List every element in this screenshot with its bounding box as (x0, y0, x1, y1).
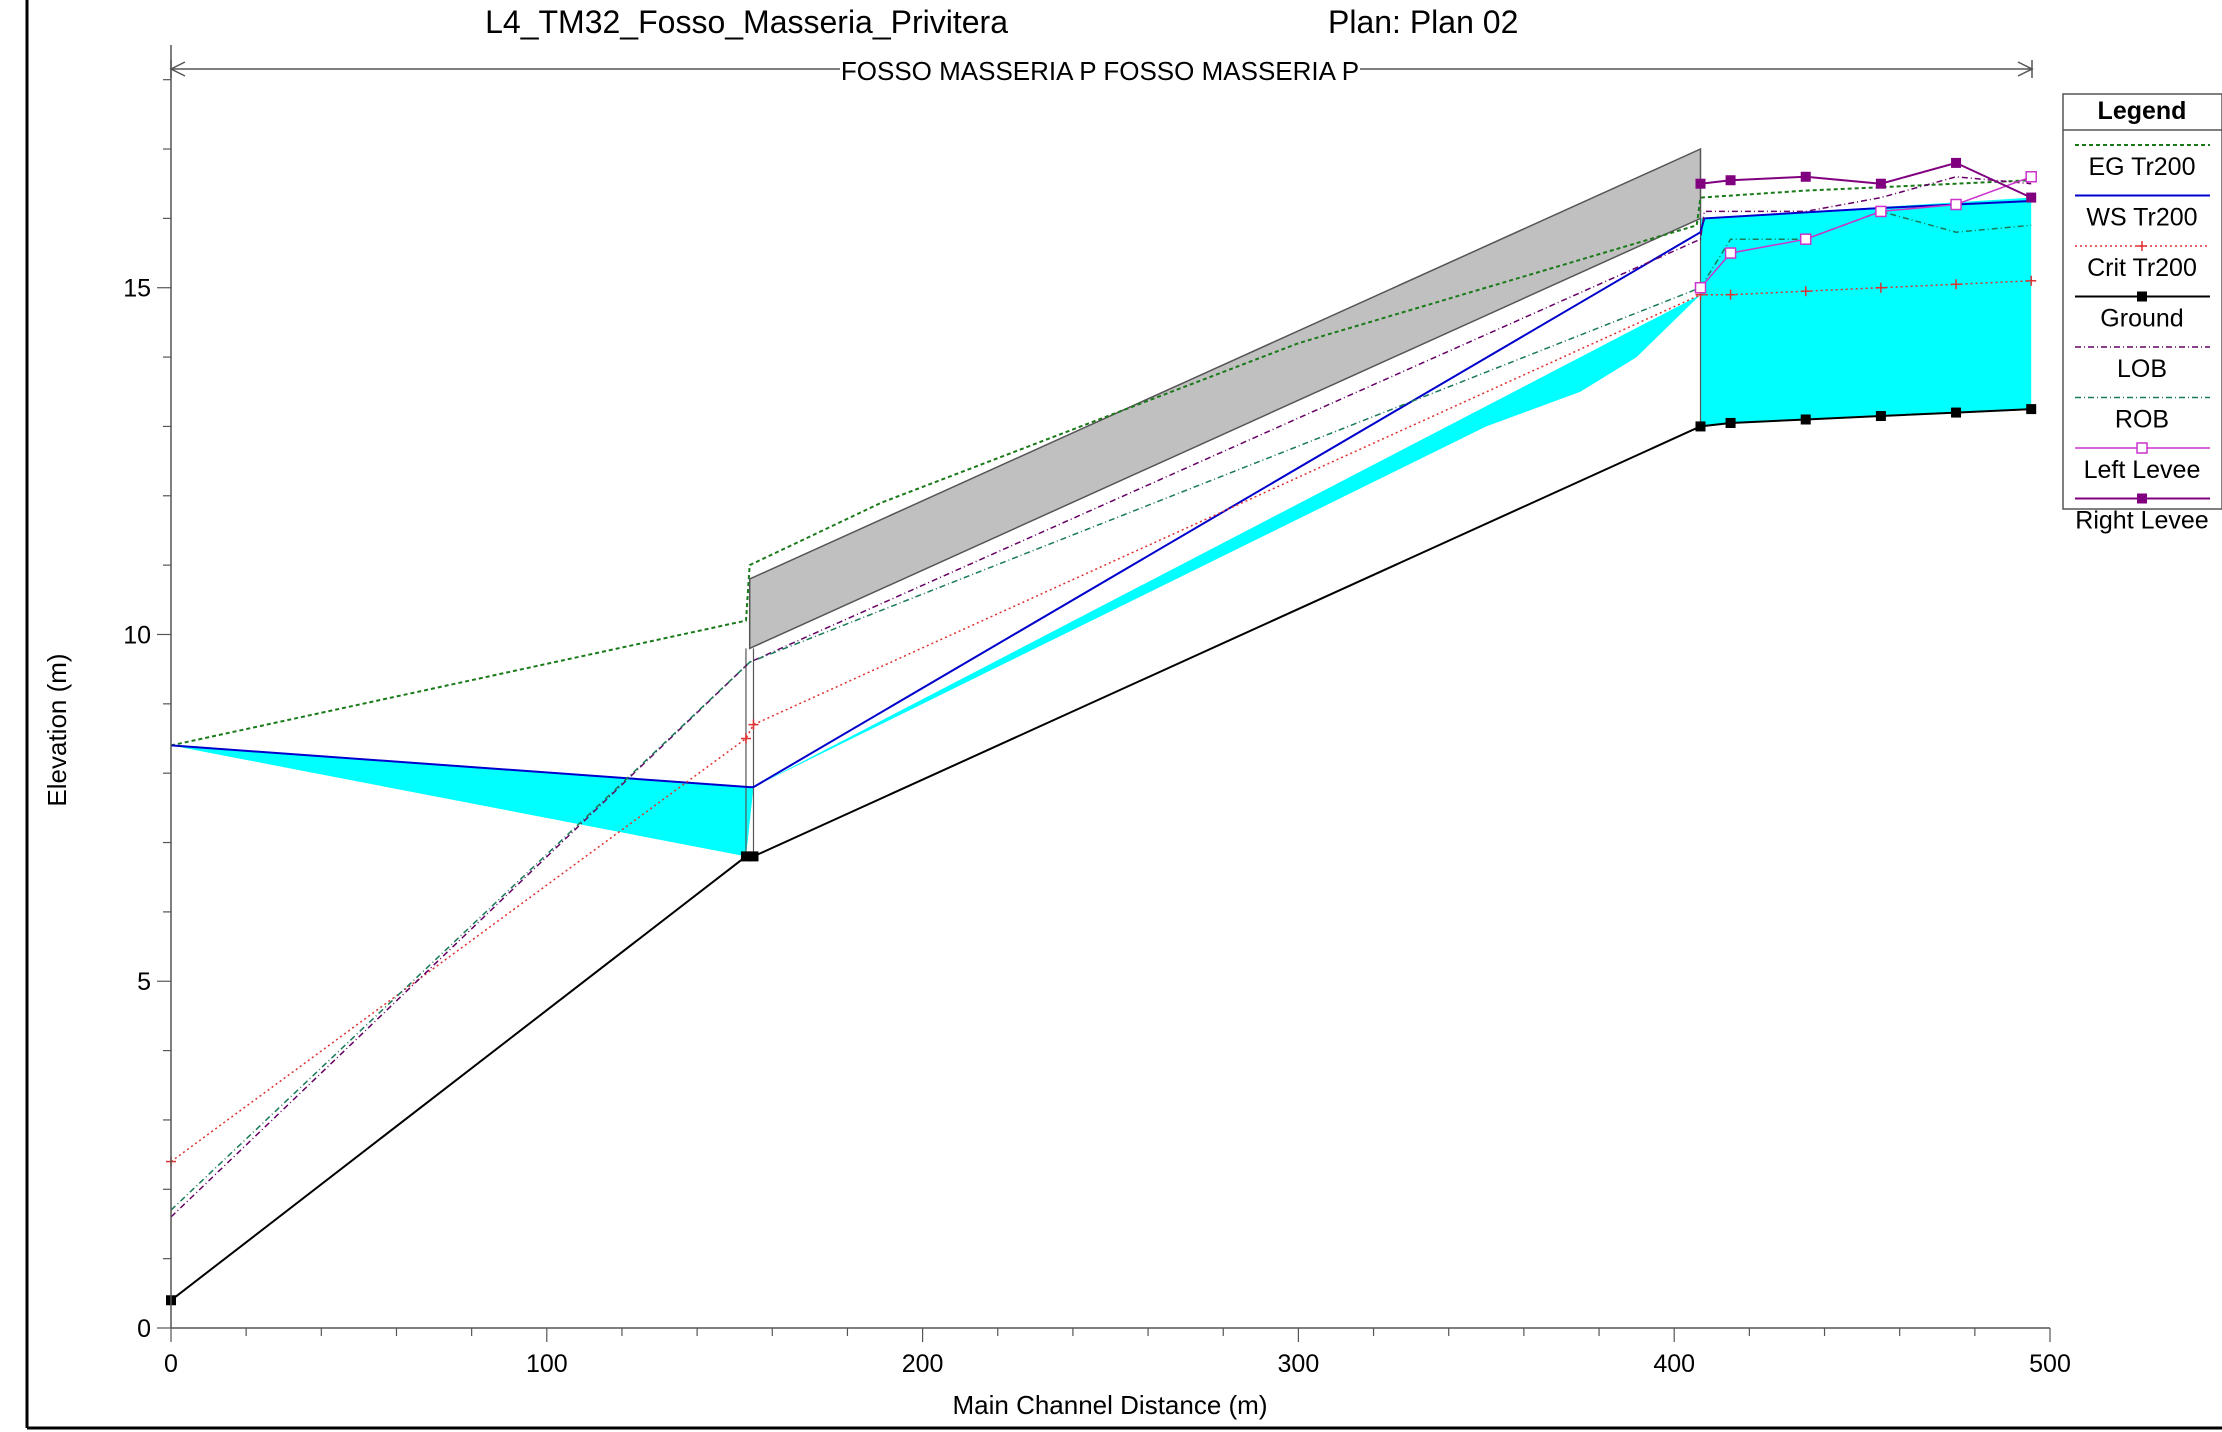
legend-label-lob: LOB (2117, 355, 2167, 383)
chart-plan: Plan: Plan 02 (1328, 4, 1518, 40)
y-tick-label: 15 (123, 275, 151, 303)
legend-marker-right-levee (2137, 493, 2147, 504)
series-lob (170, 176, 2032, 1218)
legend-marker-crit-tr200 (2137, 241, 2147, 251)
point-crit-tr200 (1875, 282, 1886, 293)
legend-marker-left-levee (2136, 442, 2148, 454)
series-eg-tr200 (170, 179, 2032, 747)
point-crit-tr200 (740, 733, 751, 744)
legend-label-right-levee: Right Levee (2075, 507, 2208, 535)
series-crit-tr200 (170, 280, 2032, 1163)
axes: 0 100 200 300 400 500 0 5 10 15 (123, 45, 2071, 1378)
point-right-levee (1800, 171, 1811, 182)
point-ground (1800, 414, 1811, 425)
reach-label: FOSSO MASSERIA P FOSSO MASSERIA P (841, 56, 1359, 86)
point-ground (748, 851, 759, 862)
point-crit-tr200 (1725, 289, 1736, 300)
water-area (171, 197, 2032, 857)
chart-title: L4_TM32_Fosso_Masseria_Privitera (485, 4, 1008, 40)
y-tick-label: 5 (137, 968, 151, 996)
point-right-levee (1695, 178, 1706, 189)
legend-label-ground: Ground (2100, 305, 2183, 333)
y-tick-label: 0 (137, 1315, 151, 1343)
y-axis-label: Elevation (m) (42, 653, 72, 806)
series-rob (170, 210, 2032, 1211)
point-left-levee (1950, 198, 1962, 211)
x-tick-label: 200 (902, 1350, 944, 1378)
legend-label-ws-tr200: WS Tr200 (2086, 204, 2197, 232)
point-right-levee (1875, 178, 1886, 189)
point-ground (2026, 404, 2037, 415)
legend-label-rob: ROB (2115, 406, 2169, 434)
point-left-levee (1799, 233, 1812, 245)
point-right-levee (1725, 175, 1736, 186)
point-crit-tr200 (1800, 286, 1811, 297)
point-ground (1725, 417, 1736, 428)
legend-marker-ground (2137, 291, 2147, 302)
legend-label-crit-tr200: Crit Tr200 (2087, 254, 2197, 282)
point-left-levee (1724, 247, 1737, 259)
point-right-levee (1951, 157, 1962, 168)
point-left-levee (1694, 281, 1707, 294)
point-left-levee (1875, 205, 1887, 218)
legend-label-eg-tr200: EG Tr200 (2089, 153, 2196, 181)
plot-lines (166, 157, 2037, 1306)
plot-fills (171, 147, 2032, 857)
legend-title: Legend (2098, 97, 2187, 125)
point-ground (1695, 421, 1706, 432)
x-tick-label: 300 (1278, 1350, 1320, 1378)
point-crit-tr200 (748, 719, 759, 730)
series-ground (170, 408, 2032, 1302)
y-tick-label: 10 (123, 621, 151, 649)
x-tick-label: 400 (1653, 1350, 1695, 1378)
point-right-levee (2026, 192, 2037, 203)
point-crit-tr200 (1951, 279, 1962, 290)
x-tick-label: 0 (164, 1350, 178, 1378)
x-tick-label: 100 (526, 1350, 568, 1378)
x-axis-label: Main Channel Distance (m) (952, 1390, 1267, 1420)
point-crit-tr200 (2026, 275, 2037, 286)
point-ground (1875, 411, 1886, 422)
point-ground (740, 851, 751, 862)
legend-label-left-levee: Left Levee (2084, 456, 2201, 484)
legend: Legend EG Tr200 WS Tr200 Crit Tr200 Ground L… (2062, 93, 2222, 535)
point-left-levee (2025, 171, 2037, 183)
series-left-levee (1699, 176, 2032, 289)
point-ground (1951, 407, 1962, 418)
x-tick-label: 500 (2029, 1350, 2071, 1378)
structure-deck (748, 147, 1702, 650)
series-right-levee (1700, 161, 2032, 199)
